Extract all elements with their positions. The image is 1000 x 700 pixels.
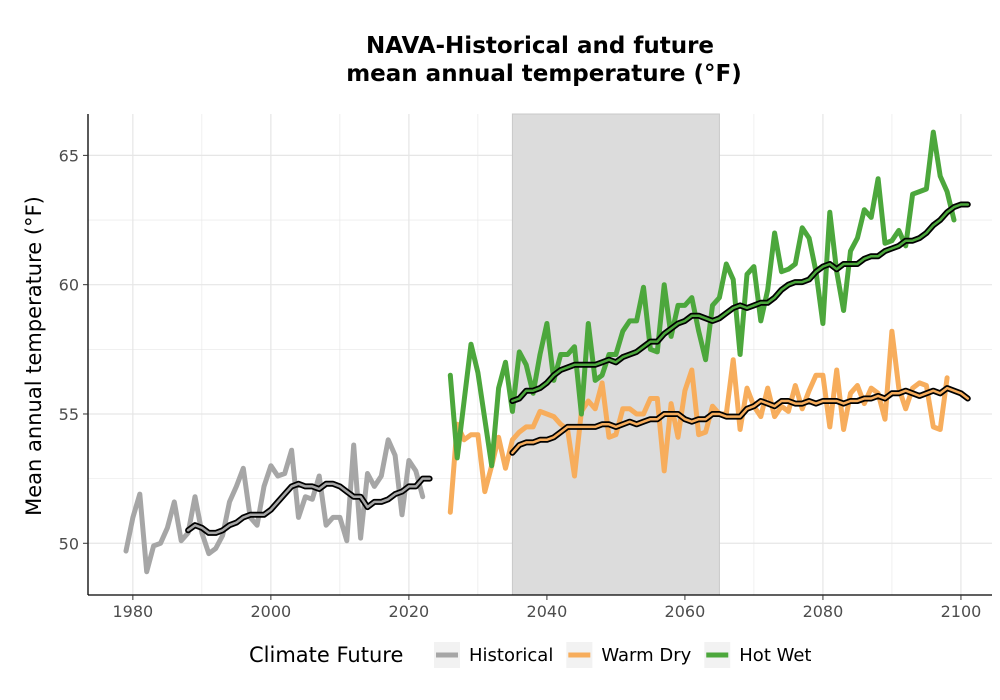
y-tick-label: 65 xyxy=(59,146,79,165)
series-line-historical xyxy=(123,437,426,575)
chart-title-group: NAVA-Historical and future mean annual t… xyxy=(346,33,742,87)
x-tick-label: 2060 xyxy=(665,602,706,621)
axes xyxy=(87,114,992,596)
y-tick-label: 50 xyxy=(59,534,79,553)
x-tick-label: 1980 xyxy=(112,602,153,621)
legend-title: Climate Future xyxy=(249,643,403,667)
y-tick-label: 60 xyxy=(59,276,79,295)
x-tick-label: 2020 xyxy=(389,602,430,621)
x-tick-label: 2040 xyxy=(527,602,568,621)
chart-title: NAVA-Historical and future xyxy=(366,33,714,59)
series-line-warm-dry xyxy=(447,328,950,515)
series-line-hot-wet xyxy=(447,129,957,469)
data-series xyxy=(123,129,971,575)
x-tick-label: 2000 xyxy=(251,602,292,621)
smoothed-line-historical xyxy=(186,477,431,535)
legend-label-hot-wet: Hot Wet xyxy=(739,645,811,666)
chart-subtitle: mean annual temperature (°F) xyxy=(346,61,742,87)
y-tick-label: 55 xyxy=(59,405,79,424)
legend-label-warm-dry: Warm Dry xyxy=(601,645,691,666)
x-axis-ticks: 1980 2000 2020 2040 2060 2080 2100 xyxy=(112,595,981,621)
smoothed-line-warm-dry xyxy=(511,386,970,455)
y-axis-label: Mean annual temperature (°F) xyxy=(22,196,46,516)
x-tick-label: 2100 xyxy=(941,602,982,621)
smoothed-line-hot-wet xyxy=(511,203,970,403)
legend: Climate Future Historical Warm Dry Hot Wet xyxy=(249,642,811,668)
legend-label-historical: Historical xyxy=(469,645,553,666)
y-axis-ticks: 50 55 60 65 xyxy=(59,146,88,553)
x-tick-label: 2080 xyxy=(803,602,844,621)
